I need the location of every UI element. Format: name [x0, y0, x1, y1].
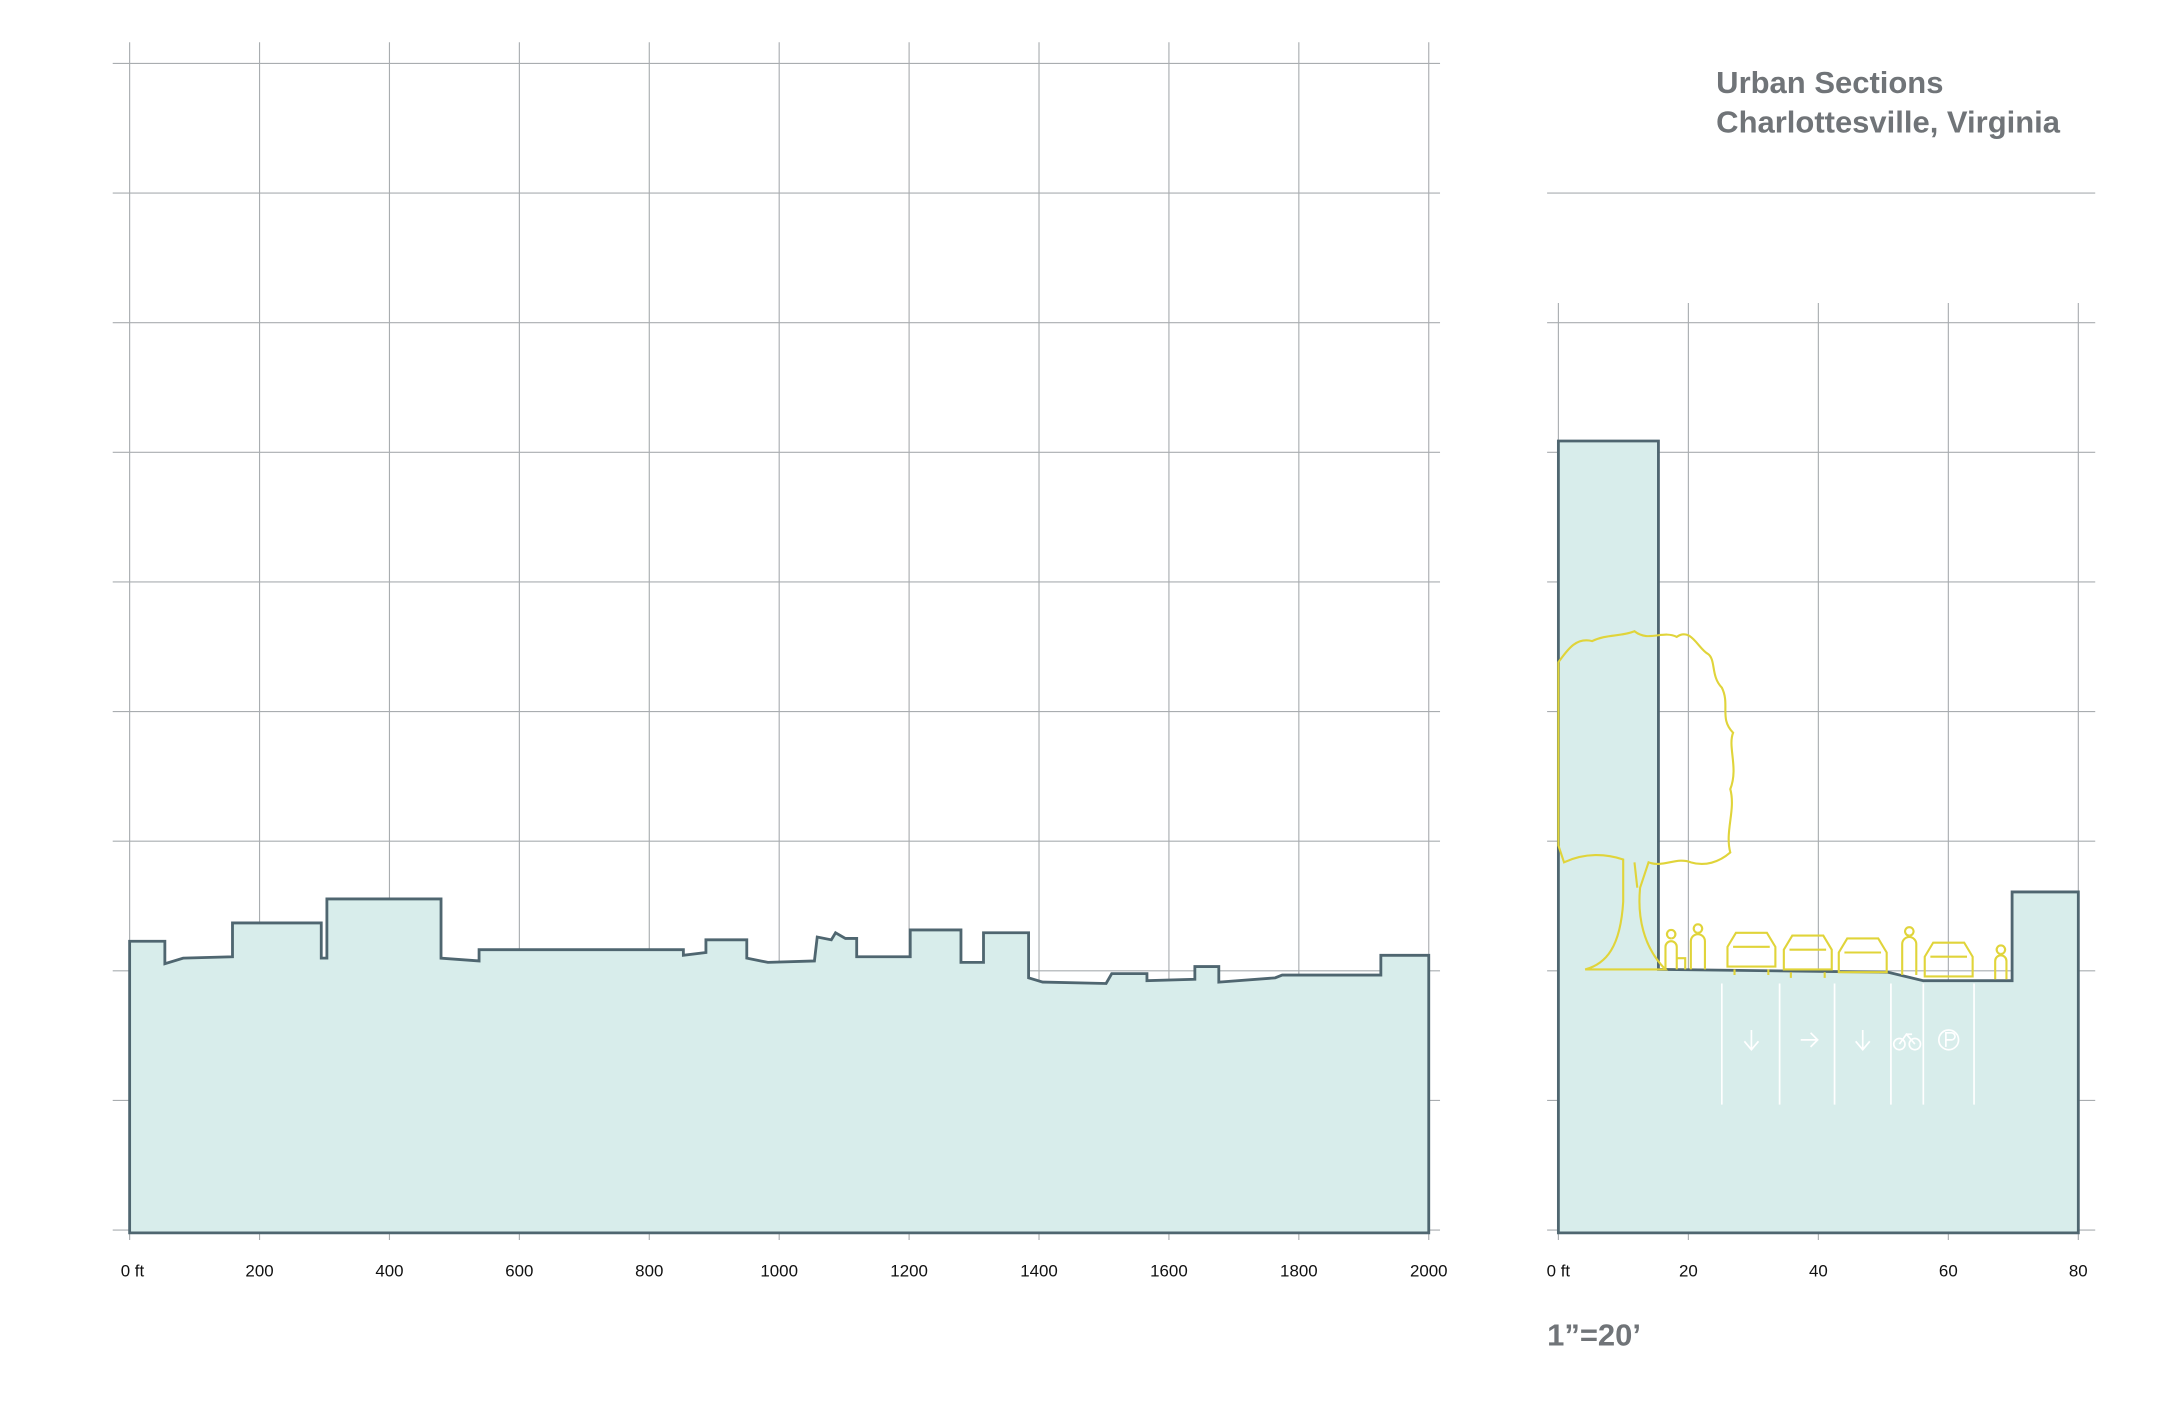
x-tick-label: 1800 — [1280, 1262, 1318, 1281]
street-figures — [1557, 630, 2008, 980]
x-tick-label: 400 — [375, 1262, 403, 1281]
x-tick-label: 1400 — [1020, 1262, 1058, 1281]
left-section-profile — [128, 897, 1431, 1235]
lane-markings — [1720, 983, 1975, 1105]
x-tick-label: 40 — [1809, 1262, 1828, 1281]
right-section-profile — [1556, 439, 2080, 1235]
x-tick-label: 200 — [245, 1262, 273, 1281]
title-line: Urban Sections — [1716, 65, 1943, 100]
x-tick-label: 600 — [505, 1262, 533, 1281]
x-tick-label: 20 — [1679, 1262, 1698, 1281]
x-tick-label: 1000 — [760, 1262, 798, 1281]
x-tick-label: 1200 — [890, 1262, 928, 1281]
x-tick-label: 0 ft — [1547, 1262, 1571, 1281]
x-tick-label: 1600 — [1150, 1262, 1188, 1281]
x-tick-label: 60 — [1939, 1262, 1958, 1281]
x-tick-label: 2000 — [1410, 1262, 1448, 1281]
x-tick-label: 0 ft — [121, 1262, 145, 1281]
x-tick-label: 80 — [2069, 1262, 2088, 1281]
scale-note: 1”=20’ — [1547, 1318, 1641, 1353]
x-tick-label: 800 — [635, 1262, 663, 1281]
title-line: Charlottesville, Virginia — [1716, 104, 2061, 139]
